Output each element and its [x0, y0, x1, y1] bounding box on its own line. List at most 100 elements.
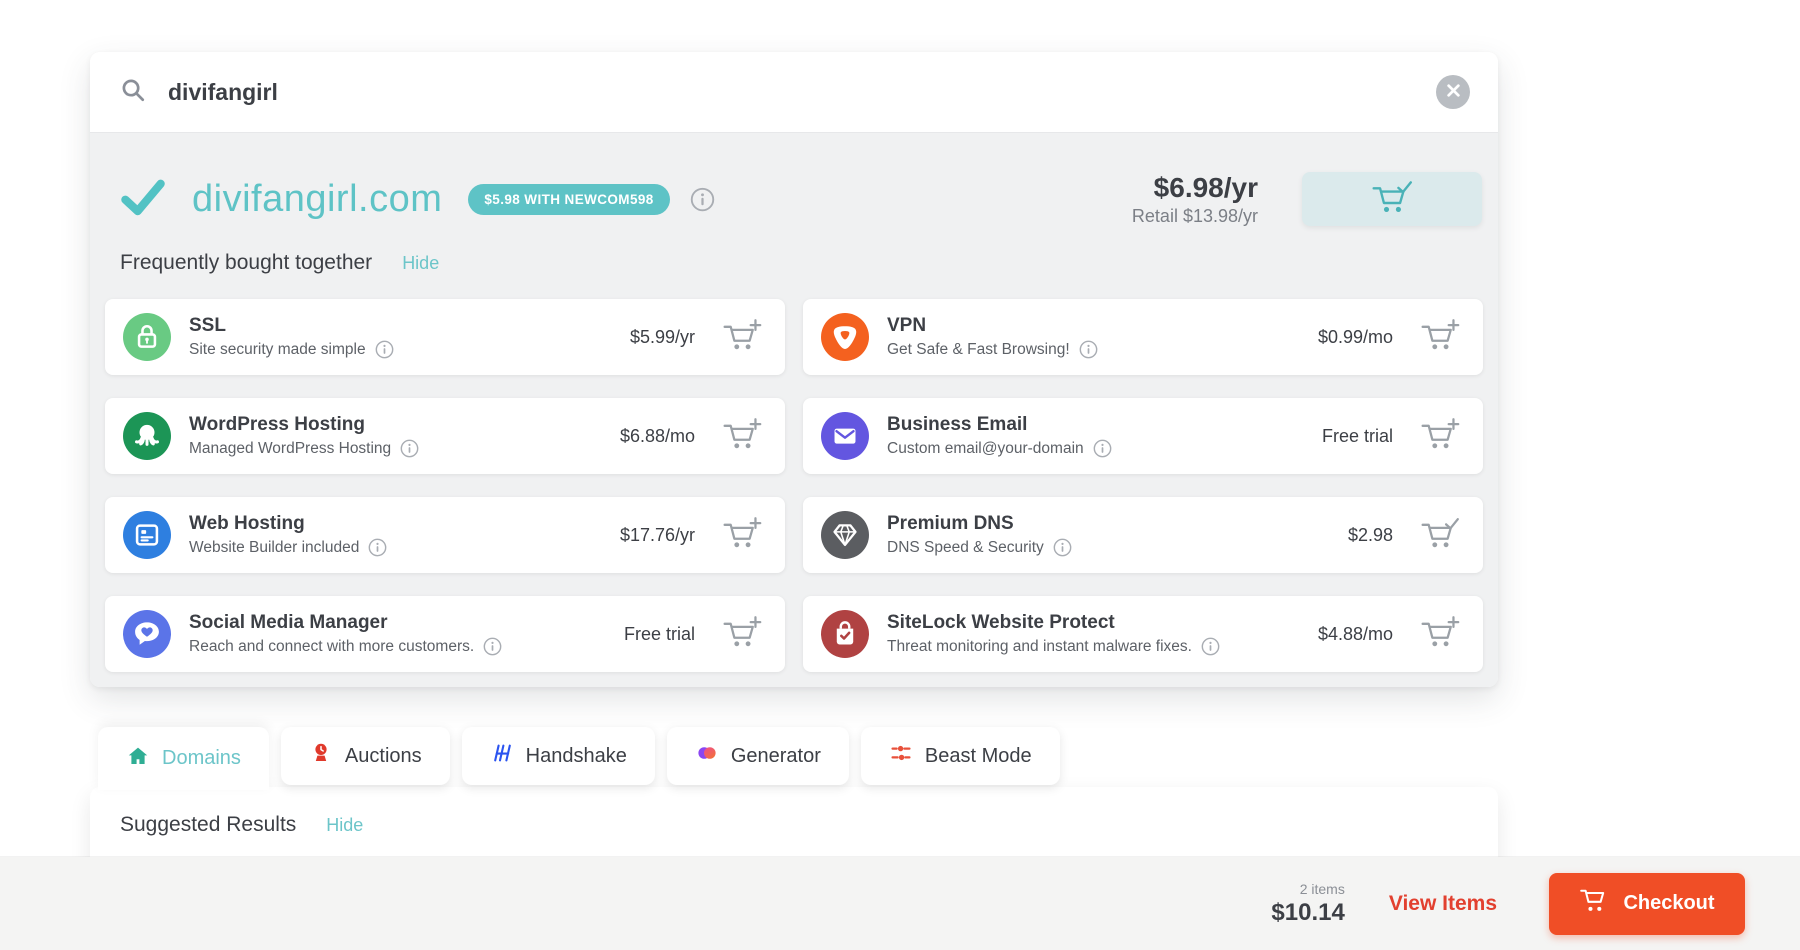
info-icon[interactable]	[1053, 538, 1072, 557]
domain-name[interactable]: divifangirl.com	[192, 177, 443, 220]
sliders-icon	[889, 741, 913, 771]
cart-bottom-bar: 2 items $10.14 View Items Checkout	[0, 857, 1800, 950]
product-price: $0.99/mo	[1317, 326, 1393, 347]
info-icon[interactable]	[1201, 637, 1220, 656]
suggested-results-title: Suggested Results	[120, 813, 297, 836]
product-name: VPN	[887, 315, 927, 336]
search-icon	[120, 77, 146, 108]
tab-handshake[interactable]: Handshake	[461, 727, 655, 785]
product-price: Free trial	[1321, 425, 1393, 446]
tab-label: Beast Mode	[924, 744, 1032, 767]
add-to-cart-button[interactable]	[1419, 319, 1461, 355]
search-result-card: divifangirl.com $5.98 WITH NEWCOM598 $6.…	[90, 52, 1498, 687]
product-name: Social Media Manager	[189, 612, 388, 633]
product-desc: Get Safe & Fast Browsing!	[887, 340, 1070, 358]
domain-result-area: divifangirl.com $5.98 WITH NEWCOM598 $6.…	[90, 132, 1498, 687]
product-card-social-media-manager: Social Media Manager Reach and connect w…	[105, 596, 785, 672]
product-price: $6.88/mo	[619, 425, 695, 446]
product-card-business-email: Business Email Custom email@your-domain …	[803, 398, 1483, 474]
info-icon[interactable]	[375, 340, 394, 359]
product-card-premium-dns: Premium DNS DNS Speed & Security $2.98	[803, 497, 1483, 573]
product-desc: Site security made simple	[189, 340, 366, 358]
house-icon	[126, 744, 150, 774]
clear-search-button[interactable]	[1436, 75, 1470, 109]
domain-retail-price: Retail $13.98/yr	[1131, 205, 1258, 226]
suggested-results-header: Suggested Results Hide	[90, 787, 1498, 837]
product-card-ssl: SSL Site security made simple $5.99/yr	[105, 299, 785, 375]
info-icon[interactable]	[483, 637, 502, 656]
cart-plus-icon	[721, 538, 763, 553]
generator-logo-icon	[695, 741, 719, 771]
product-desc: Reach and connect with more customers.	[189, 637, 475, 655]
add-to-cart-button[interactable]	[721, 517, 763, 553]
product-price: Free trial	[623, 623, 695, 644]
available-check-icon	[120, 177, 166, 222]
cart-check-icon	[1370, 180, 1414, 218]
search-input[interactable]	[168, 78, 1318, 106]
cart-plus-icon	[1419, 637, 1461, 652]
add-to-cart-button[interactable]	[721, 418, 763, 454]
cart-items-count: 2 items	[1299, 880, 1345, 897]
info-icon[interactable]	[1093, 439, 1112, 458]
product-name: WordPress Hosting	[189, 414, 365, 435]
tab-label: Generator	[730, 744, 821, 767]
cart-total: $10.14	[1271, 898, 1345, 926]
chat-heart-icon	[123, 610, 171, 658]
domain-price: $6.98/yr	[1153, 171, 1258, 203]
cart-plus-icon	[721, 340, 763, 355]
cart-summary: 2 items $10.14	[1271, 881, 1344, 927]
browser-window-icon	[123, 511, 171, 559]
product-card-web-hosting: Web Hosting Website Builder included $17…	[105, 497, 785, 573]
product-desc: Website Builder included	[189, 538, 360, 556]
product-desc: Managed WordPress Hosting	[189, 439, 392, 457]
info-icon[interactable]	[400, 439, 419, 458]
cart-plus-icon	[1419, 340, 1461, 355]
product-name: SiteLock Website Protect	[887, 612, 1115, 633]
tab-domains[interactable]: Domains	[98, 727, 269, 790]
domain-price-block: $6.98/yr Retail $13.98/yr	[1132, 172, 1258, 227]
in-cart-button[interactable]	[1419, 517, 1461, 553]
view-items-button[interactable]: View Items	[1388, 891, 1497, 915]
vpn-shield-icon	[821, 313, 869, 361]
frequently-bought-title: Frequently bought together	[120, 251, 373, 274]
product-card-wordpress-hosting: WordPress Hosting Managed WordPress Host…	[105, 398, 785, 474]
product-name: SSL	[189, 315, 226, 336]
tab-beast-mode[interactable]: Beast Mode	[860, 727, 1060, 785]
cart-plus-icon	[721, 637, 763, 652]
add-to-cart-button[interactable]	[1419, 616, 1461, 652]
product-desc: Threat monitoring and instant malware fi…	[887, 637, 1192, 655]
domain-result-row: divifangirl.com $5.98 WITH NEWCOM598 $6.…	[90, 133, 1498, 239]
product-name: Business Email	[887, 414, 1028, 435]
frequently-bought-header: Frequently bought together Hide	[90, 239, 1498, 275]
frequently-bought-grid: SSL Site security made simple $5.99/yr V…	[90, 275, 1498, 672]
result-tabs: Domains Auctions Handshake Generator Bea…	[98, 727, 1060, 790]
hide-suggested-results-link[interactable]: Hide	[326, 815, 364, 835]
domain-in-cart-button[interactable]	[1302, 172, 1482, 226]
bag-check-icon	[821, 610, 869, 658]
add-to-cart-button[interactable]	[721, 616, 763, 652]
hide-frequently-bought-link[interactable]: Hide	[402, 253, 440, 273]
cart-plus-icon	[721, 439, 763, 454]
info-icon[interactable]	[1079, 340, 1098, 359]
product-price: $5.99/yr	[629, 326, 695, 347]
tab-generator[interactable]: Generator	[666, 727, 849, 785]
tab-label: Handshake	[525, 744, 627, 767]
product-card-vpn: VPN Get Safe & Fast Browsing! $0.99/mo	[803, 299, 1483, 375]
product-price: $2.98	[1347, 524, 1393, 545]
product-price: $17.76/yr	[619, 524, 695, 545]
tab-auctions[interactable]: Auctions	[280, 727, 450, 785]
close-icon	[1446, 83, 1461, 101]
checkout-button[interactable]: Checkout	[1549, 872, 1745, 935]
lock-icon	[123, 313, 171, 361]
info-icon[interactable]	[690, 187, 715, 212]
add-to-cart-button[interactable]	[721, 319, 763, 355]
cart-plus-icon	[1419, 439, 1461, 454]
product-desc: Custom email@your-domain	[887, 439, 1084, 457]
info-icon[interactable]	[368, 538, 387, 557]
promo-badge: $5.98 WITH NEWCOM598	[468, 183, 670, 215]
auction-clock-icon	[309, 741, 333, 771]
add-to-cart-button[interactable]	[1419, 418, 1461, 454]
cart-check-icon	[1419, 538, 1461, 553]
checkout-label: Checkout	[1623, 892, 1715, 914]
